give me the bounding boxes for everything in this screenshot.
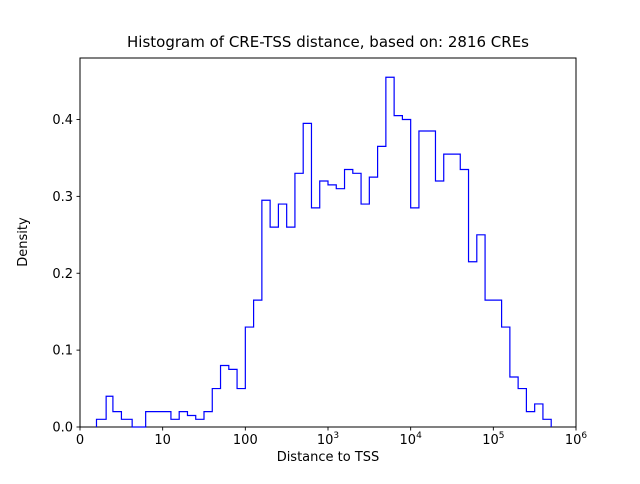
x-tick-label: 105	[482, 431, 504, 448]
x-tick-label: 104	[400, 431, 423, 448]
y-tick-label: 0.2	[52, 267, 73, 282]
y-tick-label: 0.4	[52, 113, 73, 128]
histogram-step-line	[95, 76, 552, 428]
y-tick-label: 0.1	[52, 344, 73, 359]
y-tick-label: 0.3	[52, 190, 73, 205]
y-axis-label: Density	[16, 217, 31, 267]
plot-frame	[79, 57, 577, 428]
x-tick-label: 0	[76, 433, 84, 448]
x-tick-label: 100	[233, 433, 258, 448]
chart-title: Histogram of CRE-TSS distance, based on:…	[127, 33, 529, 51]
x-tick-label: 103	[317, 431, 339, 448]
x-tick-label: 10	[154, 433, 171, 448]
x-tick-label: 106	[565, 431, 588, 448]
y-tick-label: 0.0	[52, 421, 73, 436]
x-axis-label: Distance to TSS	[277, 450, 380, 465]
